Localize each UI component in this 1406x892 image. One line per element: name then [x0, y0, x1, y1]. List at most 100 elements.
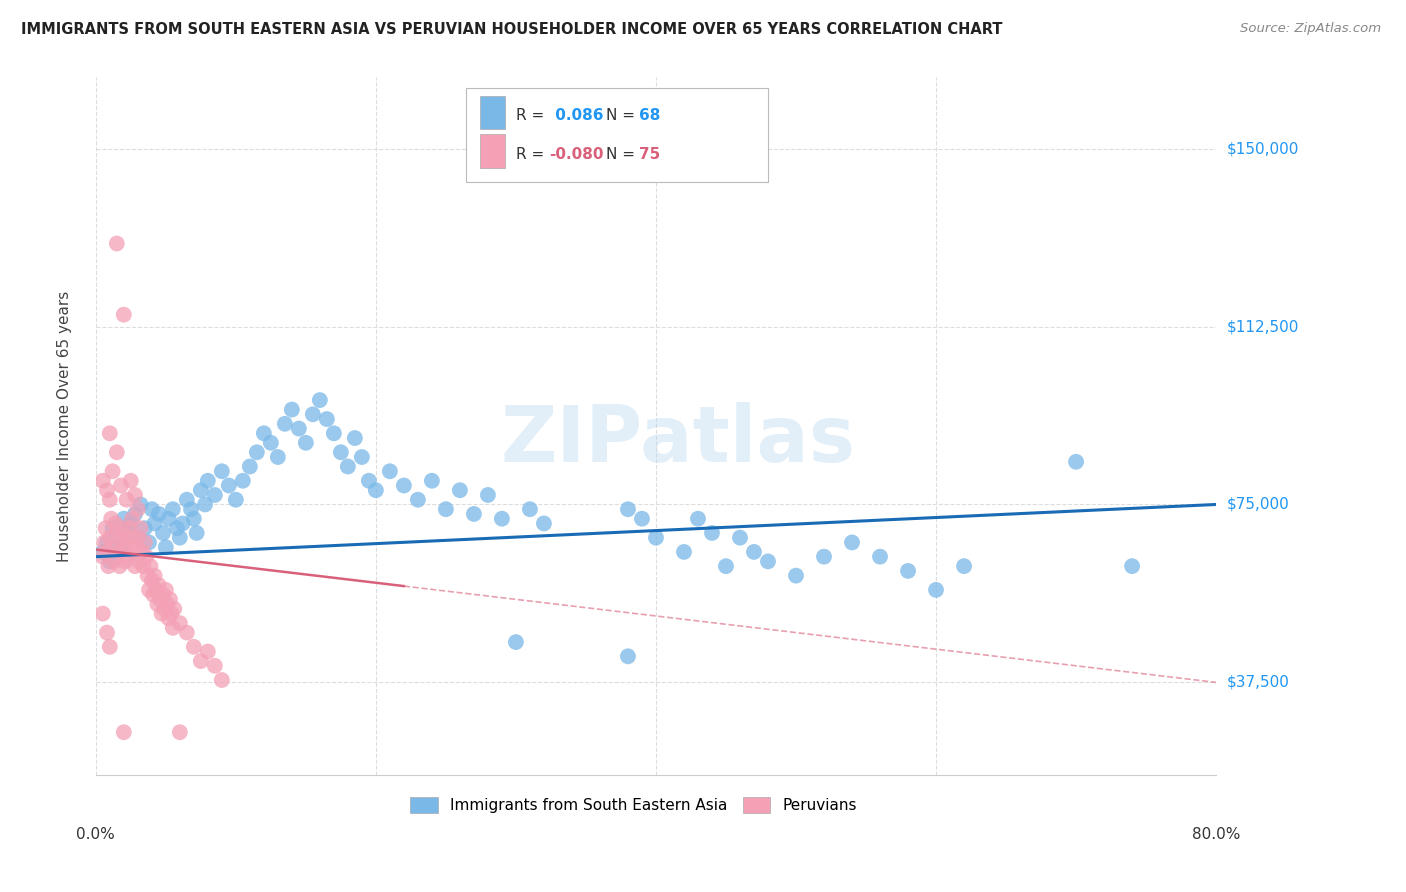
Point [120, 531, 142, 545]
Point [392, 478, 415, 492]
Point [128, 554, 150, 568]
Point [91, 607, 114, 621]
Point [329, 445, 352, 459]
Point [148, 507, 170, 521]
Point [131, 545, 153, 559]
Point [155, 582, 177, 597]
Point [378, 464, 401, 478]
Point [124, 507, 146, 521]
Point [157, 611, 180, 625]
Point [672, 545, 695, 559]
Point [315, 412, 337, 426]
Point [491, 512, 513, 526]
Point [295, 435, 318, 450]
Point [152, 525, 174, 540]
Point [141, 574, 163, 588]
Point [322, 426, 344, 441]
Text: N =: N = [606, 108, 634, 123]
Point [97, 559, 120, 574]
Point [463, 507, 485, 521]
Point [146, 597, 169, 611]
Point [103, 554, 125, 568]
Point [155, 540, 177, 554]
Point [121, 512, 143, 526]
Text: 0.086: 0.086 [550, 108, 603, 123]
Point [204, 488, 226, 502]
Point [841, 535, 863, 549]
Point [108, 559, 131, 574]
FancyBboxPatch shape [479, 95, 505, 129]
Point [239, 459, 262, 474]
FancyBboxPatch shape [465, 88, 768, 182]
Point [197, 644, 219, 658]
FancyBboxPatch shape [479, 134, 505, 168]
Point [308, 393, 330, 408]
Point [190, 483, 212, 498]
Text: $150,000: $150,000 [1227, 141, 1299, 156]
Point [169, 531, 191, 545]
Point [253, 426, 276, 441]
Point [100, 512, 122, 526]
Point [519, 502, 541, 516]
Text: -0.080: -0.080 [550, 146, 605, 161]
Point [434, 502, 457, 516]
Point [139, 559, 162, 574]
Point [232, 474, 254, 488]
Point [169, 725, 191, 739]
Point [218, 478, 240, 492]
Point [925, 582, 948, 597]
Point [96, 625, 118, 640]
Point [98, 492, 121, 507]
Point [150, 607, 173, 621]
Point [357, 474, 380, 488]
Text: R =: R = [516, 108, 544, 123]
Point [143, 568, 166, 582]
Point [477, 488, 499, 502]
Point [112, 725, 135, 739]
Point [153, 602, 176, 616]
Point [176, 625, 198, 640]
Point [406, 492, 429, 507]
Point [700, 525, 723, 540]
Point [420, 474, 443, 488]
Point [267, 450, 290, 464]
Point [756, 554, 779, 568]
Point [125, 540, 148, 554]
Point [141, 502, 163, 516]
Text: 68: 68 [640, 108, 661, 123]
Point [364, 483, 387, 498]
Point [142, 588, 165, 602]
Point [302, 407, 325, 421]
Point [645, 531, 668, 545]
Point [156, 597, 179, 611]
Point [143, 516, 166, 531]
Point [110, 531, 132, 545]
Point [127, 531, 149, 545]
Text: 80.0%: 80.0% [1192, 827, 1240, 842]
Point [127, 502, 149, 516]
Point [120, 516, 142, 531]
Point [112, 540, 135, 554]
Point [134, 521, 156, 535]
Point [617, 502, 640, 516]
Point [96, 483, 118, 498]
Point [631, 512, 654, 526]
Point [96, 545, 118, 559]
Text: ZIPatlas: ZIPatlas [501, 402, 856, 478]
Point [714, 559, 737, 574]
Point [105, 525, 128, 540]
Point [785, 568, 807, 582]
Point [118, 521, 141, 535]
Point [105, 531, 128, 545]
Point [183, 640, 205, 654]
Point [138, 582, 160, 597]
Point [288, 421, 311, 435]
Point [135, 549, 157, 564]
Text: $37,500: $37,500 [1227, 675, 1291, 690]
Point [96, 535, 118, 549]
Point [176, 492, 198, 507]
Point [246, 445, 269, 459]
Point [98, 531, 121, 545]
Point [101, 464, 124, 478]
Text: 75: 75 [640, 146, 661, 161]
